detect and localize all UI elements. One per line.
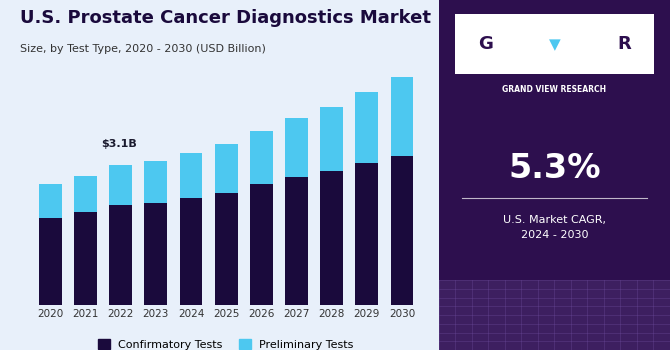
Text: R: R xyxy=(617,35,630,53)
Bar xyxy=(74,176,97,212)
Bar xyxy=(109,164,132,205)
Bar xyxy=(144,203,168,304)
Bar xyxy=(355,163,379,304)
Bar xyxy=(39,184,62,218)
Bar xyxy=(74,212,97,304)
Text: U.S. Prostate Cancer Diagnostics Market: U.S. Prostate Cancer Diagnostics Market xyxy=(20,9,431,27)
Text: www.grandviewresearch.com: www.grandviewresearch.com xyxy=(462,329,586,338)
Text: Size, by Test Type, 2020 - 2030 (USD Billion): Size, by Test Type, 2020 - 2030 (USD Bil… xyxy=(20,44,266,54)
Bar xyxy=(320,171,343,304)
Bar xyxy=(391,77,413,156)
Text: GRAND VIEW RESEARCH: GRAND VIEW RESEARCH xyxy=(502,85,606,94)
Text: G: G xyxy=(478,35,492,53)
Bar xyxy=(180,153,202,198)
Bar xyxy=(391,156,413,304)
FancyBboxPatch shape xyxy=(460,19,511,68)
Bar xyxy=(355,92,379,163)
FancyBboxPatch shape xyxy=(455,14,654,74)
Text: Source:: Source: xyxy=(462,306,500,315)
Bar xyxy=(320,107,343,171)
Text: ▼: ▼ xyxy=(549,37,560,52)
Text: U.S. Market CAGR,
2024 - 2030: U.S. Market CAGR, 2024 - 2030 xyxy=(503,215,606,240)
Bar xyxy=(144,161,168,203)
Bar xyxy=(109,205,132,304)
Bar xyxy=(285,177,308,304)
Text: 5.3%: 5.3% xyxy=(508,152,601,184)
Bar xyxy=(39,218,62,304)
Legend: Confirmatory Tests, Preliminary Tests: Confirmatory Tests, Preliminary Tests xyxy=(94,335,358,350)
FancyBboxPatch shape xyxy=(598,19,649,68)
Text: $3.1B: $3.1B xyxy=(101,139,137,149)
Bar xyxy=(250,131,273,184)
Bar xyxy=(214,193,238,304)
Bar xyxy=(180,198,202,304)
Bar xyxy=(250,184,273,304)
Bar xyxy=(214,144,238,193)
Bar xyxy=(285,118,308,177)
